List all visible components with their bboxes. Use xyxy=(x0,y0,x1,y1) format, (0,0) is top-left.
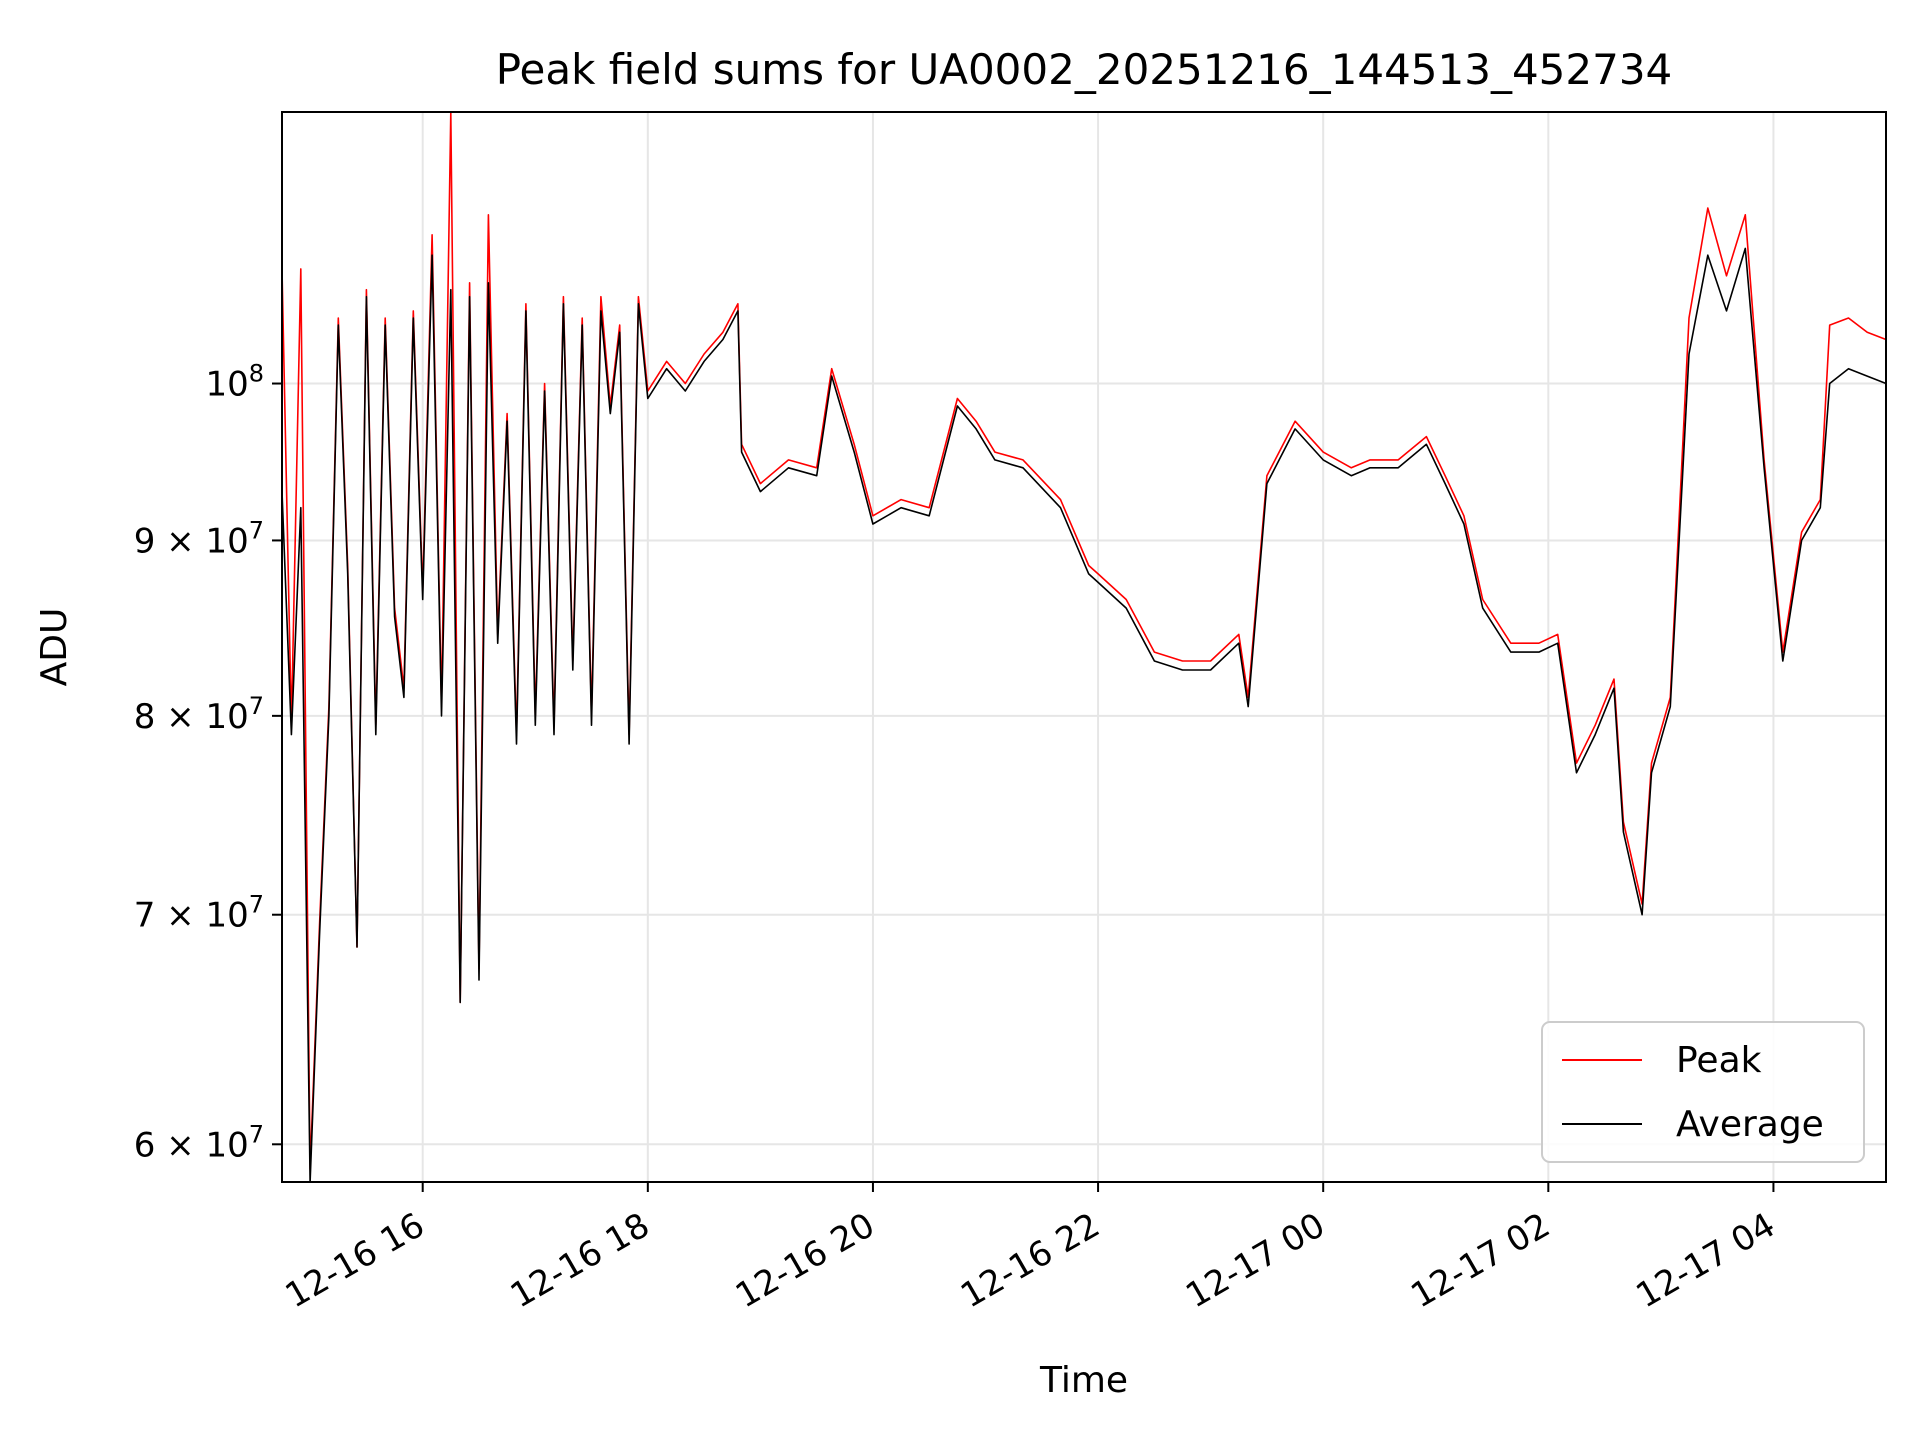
series-line-peak xyxy=(281,111,1887,1171)
legend: Peak Average xyxy=(1541,1021,1865,1163)
y-tick-label: 8 × 107 xyxy=(134,692,264,737)
x-tick-label: 12-16 18 xyxy=(504,1205,656,1316)
y-tick-label: 9 × 107 xyxy=(134,516,264,561)
x-axis-label: Time xyxy=(1039,1360,1128,1401)
x-axis: 12-16 16 12-16 18 12-16 20 12-16 22 12-17 00… xyxy=(279,1182,1782,1316)
x-tick-label: 12-17 04 xyxy=(1630,1205,1782,1316)
y-axis: 6 × 107 7 × 107 8 × 107 9 × 107 108 xyxy=(134,360,282,1165)
x-tick-label: 12-17 02 xyxy=(1404,1205,1556,1316)
plot-frame xyxy=(281,111,1887,1183)
x-tick-label: 12-16 22 xyxy=(954,1205,1106,1316)
x-tick-label: 12-16 20 xyxy=(729,1205,881,1316)
y-axis-label: ADU xyxy=(34,608,75,687)
y-tick-label: 6 × 107 xyxy=(134,1120,264,1165)
legend-box xyxy=(1541,1021,1865,1163)
legend-label-average: Average xyxy=(1676,1104,1824,1145)
x-tick-label: 12-16 16 xyxy=(279,1205,431,1316)
series-layer xyxy=(281,111,1887,1183)
y-tick-label: 7 × 107 xyxy=(134,891,264,936)
chart-title: Peak field sums for UA0002_20251216_1445… xyxy=(496,45,1673,94)
x-tick-label: 12-17 00 xyxy=(1179,1205,1331,1316)
legend-label-peak: Peak xyxy=(1676,1040,1762,1081)
series-line-average xyxy=(281,247,1887,1183)
y-tick-label: 108 xyxy=(205,360,264,405)
